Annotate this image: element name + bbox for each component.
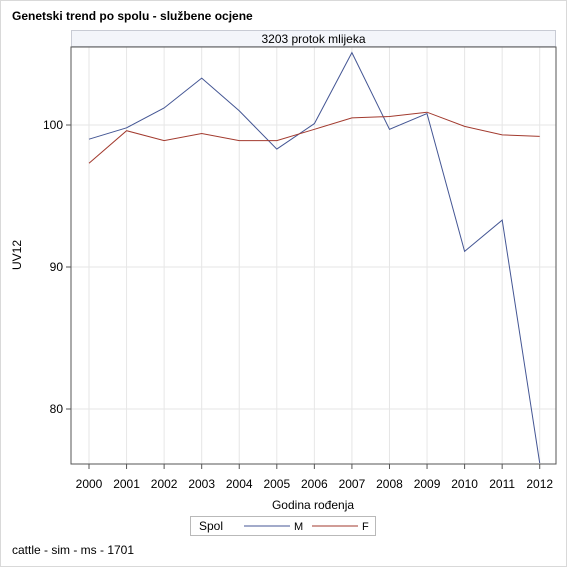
x-tick-label: 2003: [188, 477, 215, 491]
series-line-f: [88, 111, 540, 164]
chart-title: Genetski trend po spolu - službene ocjen…: [12, 9, 253, 23]
x-tick-label: 2008: [376, 477, 403, 491]
y-tick-label: 90: [50, 260, 64, 274]
y-axis-title: UV12: [10, 240, 24, 270]
legend-canvas: Spol M F: [199, 519, 369, 533]
y-tick-label: 80: [50, 402, 64, 416]
legend-label-f: F: [362, 521, 369, 533]
x-tick-label: 2007: [339, 477, 366, 491]
x-tick-label: 2005: [263, 477, 290, 491]
x-axis-title: Godina rođenja: [272, 498, 354, 512]
plot-area-border: [70, 46, 557, 465]
x-tick-label: 2001: [113, 477, 140, 491]
x-tick-label: 2006: [301, 477, 328, 491]
x-tick-label: 2009: [414, 477, 441, 491]
x-tick-label: 2004: [226, 477, 253, 491]
legend: Spol M F: [190, 516, 376, 536]
x-tick-label: 2002: [151, 477, 178, 491]
x-tick-label: 2011: [489, 477, 515, 491]
series-line-m: [88, 51, 541, 464]
footnote: cattle - sim - ms - 1701: [12, 543, 135, 557]
y-tick-label: 100: [43, 118, 63, 132]
x-tick-label: 2000: [76, 477, 103, 491]
x-tick-label: 2010: [451, 477, 478, 491]
x-tick-label: 2012: [526, 477, 553, 491]
legend-label-m: M: [294, 521, 303, 533]
legend-title: Spol: [199, 519, 223, 533]
